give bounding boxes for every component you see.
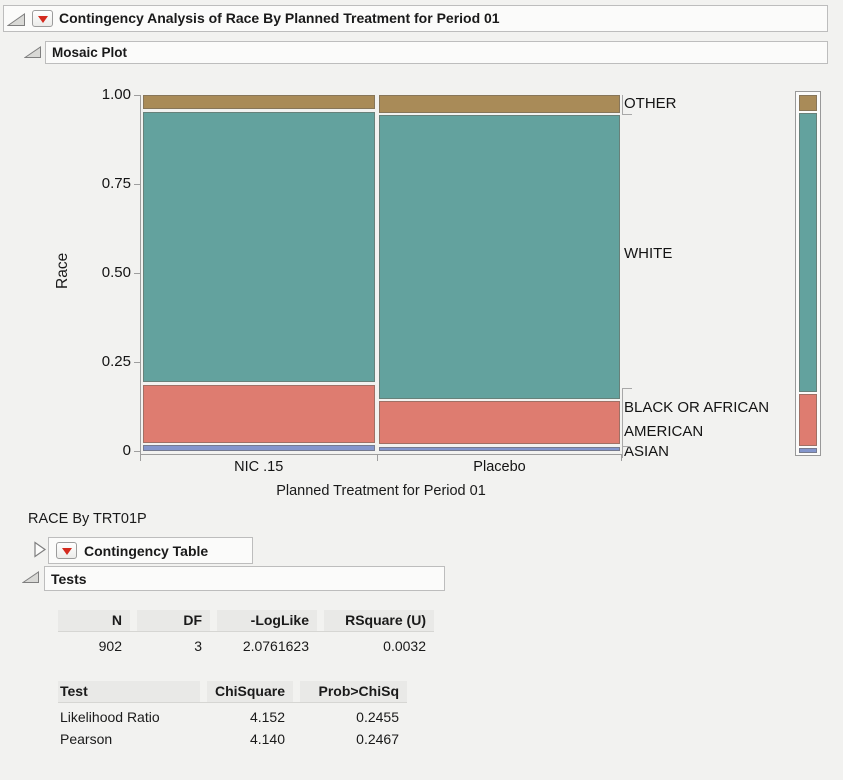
column-header: Test bbox=[58, 681, 200, 702]
red-triangle-icon bbox=[37, 15, 48, 23]
race-label-other: OTHER bbox=[624, 95, 677, 112]
y-axis-tick bbox=[134, 272, 141, 274]
disclosure-open-icon[interactable] bbox=[23, 46, 42, 64]
column-header: -LogLike bbox=[217, 610, 317, 631]
x-axis-tick bbox=[621, 454, 622, 461]
mosaic-segment-asian-placebo[interactable] bbox=[378, 446, 621, 451]
column-header: Prob>ChiSq bbox=[300, 681, 407, 702]
contingency-analysis-outline-bar[interactable]: Contingency Analysis of Race By Planned … bbox=[3, 5, 828, 32]
table-cell: Likelihood Ratio bbox=[60, 709, 160, 725]
red-triangle-menu-button[interactable] bbox=[56, 542, 77, 559]
table-cell: 0.2455 bbox=[356, 709, 399, 725]
leader-line bbox=[622, 446, 630, 447]
leader-line bbox=[622, 114, 632, 115]
race-label-white: WHITE bbox=[624, 245, 673, 262]
y-axis-tick bbox=[134, 183, 141, 185]
tests-outline-bar[interactable]: Tests bbox=[44, 566, 445, 591]
red-triangle-icon bbox=[61, 547, 72, 555]
contingency-table-outline-bar[interactable]: Contingency Table bbox=[48, 537, 253, 564]
leader-line bbox=[622, 388, 632, 389]
table-cell: 0.0032 bbox=[383, 638, 426, 654]
contingency-table-title: Contingency Table bbox=[84, 542, 209, 559]
column-header: ChiSquare bbox=[207, 681, 293, 702]
mosaic-segment-white-placebo[interactable] bbox=[378, 115, 621, 399]
x-axis-tick bbox=[377, 454, 378, 461]
overall-segment-white bbox=[799, 113, 817, 392]
header-rule bbox=[58, 702, 407, 703]
overall-segment-asian bbox=[799, 448, 817, 453]
analysis-caption: RACE By TRT01P bbox=[28, 511, 147, 527]
mosaic-segment-black-or-african-american-nic--15[interactable] bbox=[142, 384, 375, 444]
mosaic-segment-black-or-african-american-placebo[interactable] bbox=[378, 400, 621, 445]
column-header: N bbox=[58, 610, 130, 631]
y-tick-label: 0.25 bbox=[101, 352, 131, 370]
x-category-label: NIC .15 bbox=[234, 459, 284, 475]
table-cell: Pearson bbox=[60, 730, 113, 747]
overall-segment-black-or-african-american bbox=[799, 394, 817, 446]
x-axis-tick bbox=[140, 454, 141, 461]
mosaic-segment-white-nic--15[interactable] bbox=[142, 111, 375, 383]
mosaic-segment-asian-nic--15[interactable] bbox=[142, 445, 375, 451]
x-axis-line bbox=[140, 454, 622, 455]
y-axis-tick bbox=[134, 361, 141, 363]
disclosure-closed-icon[interactable] bbox=[33, 540, 47, 564]
y-tick-label: 0 bbox=[122, 441, 131, 459]
y-tick-label: 0.75 bbox=[101, 174, 131, 192]
column-header: RSquare (U) bbox=[324, 610, 434, 631]
red-triangle-menu-button[interactable] bbox=[32, 10, 53, 27]
table-cell: 902 bbox=[98, 638, 122, 654]
table-cell: 3 bbox=[194, 638, 202, 654]
mosaic-plot-title: Mosaic Plot bbox=[52, 45, 128, 60]
report-title: Contingency Analysis of Race By Planned … bbox=[59, 10, 500, 26]
disclosure-open-icon[interactable] bbox=[6, 13, 26, 32]
leader-line bbox=[622, 95, 623, 115]
table-cell: 2.0761623 bbox=[242, 638, 309, 654]
race-label-black-or-african-american: BLACK OR AFRICAN AMERICAN bbox=[624, 399, 770, 440]
y-axis-tick bbox=[134, 95, 141, 96]
y-tick-label: 1.00 bbox=[101, 86, 131, 103]
disclosure-open-icon[interactable] bbox=[21, 571, 40, 589]
y-tick-label: 0.50 bbox=[101, 263, 131, 281]
overall-segment-other bbox=[799, 95, 817, 111]
mosaic-plot: Race 1.00 0.75 0.50 0.25 0 NIC .15 Placebo Pl… bbox=[54, 86, 821, 499]
x-axis-title: Planned Treatment for Period 01 bbox=[276, 483, 486, 499]
table-cell: 4.152 bbox=[249, 709, 285, 725]
race-label-asian: ASIAN bbox=[624, 443, 670, 460]
x-category-label: Placebo bbox=[473, 459, 526, 475]
mosaic-segment-other-placebo[interactable] bbox=[378, 95, 621, 114]
mosaic-plot-outline-bar[interactable]: Mosaic Plot bbox=[45, 41, 828, 64]
tests-title: Tests bbox=[51, 570, 87, 587]
table-cell: 0.2467 bbox=[356, 730, 399, 747]
y-axis-tick bbox=[134, 450, 141, 452]
column-header: DF bbox=[137, 610, 210, 631]
table-cell: 4.140 bbox=[249, 730, 285, 747]
y-axis-line bbox=[140, 95, 141, 455]
mosaic-segment-other-nic--15[interactable] bbox=[142, 95, 375, 110]
leader-line bbox=[622, 388, 623, 458]
header-rule bbox=[58, 631, 434, 632]
